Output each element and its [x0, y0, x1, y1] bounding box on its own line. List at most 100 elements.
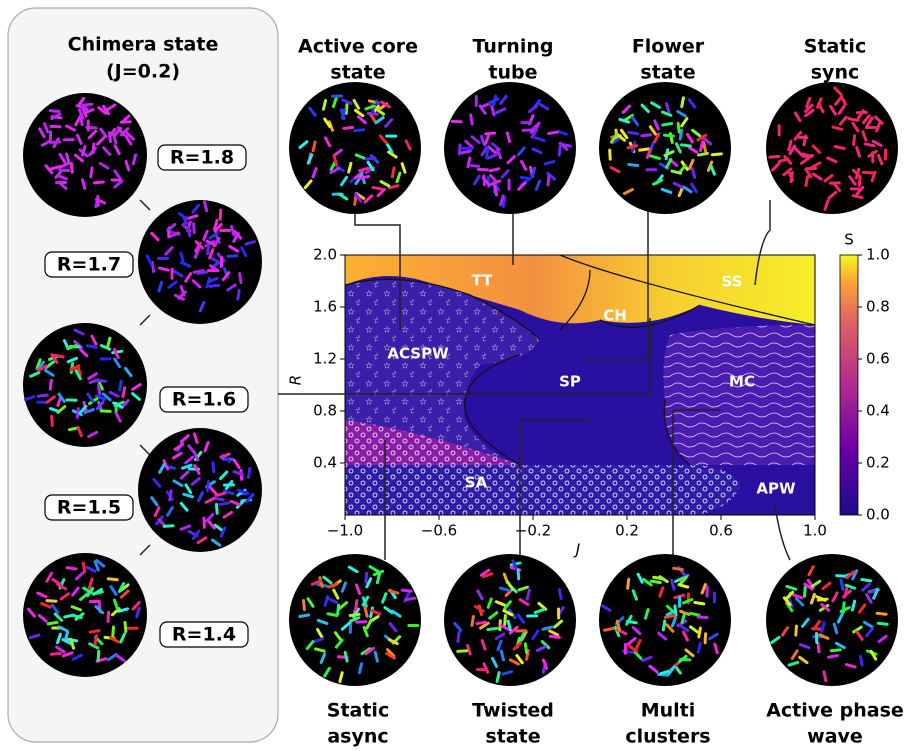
arrow — [701, 140, 708, 153]
arrow — [89, 166, 94, 179]
arrow — [186, 214, 199, 220]
arrow — [820, 602, 831, 612]
arrow — [44, 164, 54, 175]
arrow — [642, 578, 653, 587]
arrow — [92, 180, 105, 185]
arrow — [124, 134, 133, 146]
state-snapshot — [599, 554, 731, 686]
arrow — [498, 194, 505, 207]
r-label-box — [157, 144, 247, 171]
arrow — [323, 117, 332, 128]
arrow — [85, 344, 98, 350]
arrow — [823, 173, 834, 183]
arrow — [518, 631, 526, 643]
arrow — [298, 613, 311, 618]
arrow — [660, 187, 673, 194]
arrow — [634, 639, 642, 651]
arrow — [186, 225, 192, 238]
colorbar-tick-label: 0.4 — [866, 402, 890, 420]
arrow — [815, 595, 827, 602]
arrow — [844, 663, 857, 669]
arrow — [196, 536, 208, 545]
arrow — [52, 353, 65, 359]
arrow — [658, 586, 665, 598]
arrow — [608, 148, 612, 161]
arrow — [179, 434, 190, 444]
state-label: state — [640, 62, 695, 84]
arrow — [313, 647, 326, 653]
arrow — [69, 161, 74, 174]
state-label: Twisted — [472, 700, 554, 722]
arrow — [208, 283, 221, 288]
state-snapshot — [444, 554, 576, 686]
arrow — [323, 136, 332, 148]
arrow — [556, 129, 568, 136]
arrow — [101, 392, 112, 402]
arrow — [472, 174, 481, 186]
arrow — [627, 162, 640, 168]
colorbar-tick-label: 1.0 — [866, 246, 890, 264]
region-label: ACSPW — [387, 345, 449, 363]
arrow — [124, 159, 131, 172]
arrow — [179, 524, 192, 531]
arrow — [517, 181, 527, 191]
arrow — [352, 98, 361, 110]
arrow — [131, 600, 141, 611]
arrow — [222, 510, 233, 519]
arrow — [113, 144, 121, 156]
arrow — [388, 622, 398, 633]
arrow — [641, 655, 653, 663]
arrow — [123, 620, 128, 633]
arrow — [361, 595, 370, 607]
arrow — [558, 141, 569, 151]
arrow — [488, 611, 499, 620]
snapshot-disc — [289, 82, 421, 214]
arrow — [836, 612, 844, 624]
arrow — [678, 624, 690, 632]
state-snapshot — [766, 82, 898, 214]
arrow — [653, 119, 660, 131]
arrow — [659, 669, 671, 676]
arrow — [378, 134, 388, 145]
arrow — [387, 184, 400, 190]
arrow — [38, 127, 46, 139]
arrow — [650, 101, 661, 109]
arrow — [229, 499, 241, 507]
arrow — [305, 640, 315, 651]
arrow — [699, 140, 705, 152]
arrow — [500, 169, 510, 179]
arrow — [208, 485, 218, 496]
arrow — [210, 256, 222, 265]
arrow — [488, 167, 501, 173]
arrow — [609, 166, 621, 174]
arrow — [193, 464, 201, 475]
r-label-box — [44, 494, 134, 521]
arrow — [625, 614, 633, 626]
arrow — [501, 670, 514, 676]
region-label: TT — [472, 272, 494, 290]
arrow — [693, 600, 706, 606]
arrow — [298, 140, 309, 149]
arrow — [152, 477, 162, 488]
state-label: state — [485, 726, 540, 748]
arrow — [374, 107, 386, 116]
arrow — [76, 96, 86, 108]
arrow — [364, 104, 376, 111]
arrow — [86, 392, 95, 403]
arrow — [347, 565, 359, 574]
arrow — [383, 606, 394, 615]
arrow — [476, 589, 484, 601]
arrow — [493, 184, 499, 197]
state-snapshot — [23, 553, 147, 677]
arrow — [794, 624, 798, 637]
arrow — [80, 178, 87, 190]
arrow — [230, 224, 236, 237]
arrow — [870, 170, 877, 183]
arrow — [679, 657, 692, 662]
arrow — [620, 128, 629, 140]
state-label: Active phase — [766, 700, 904, 722]
arrow — [87, 372, 98, 380]
arrow — [337, 192, 349, 201]
arrow — [158, 266, 170, 272]
arrow — [515, 654, 524, 665]
